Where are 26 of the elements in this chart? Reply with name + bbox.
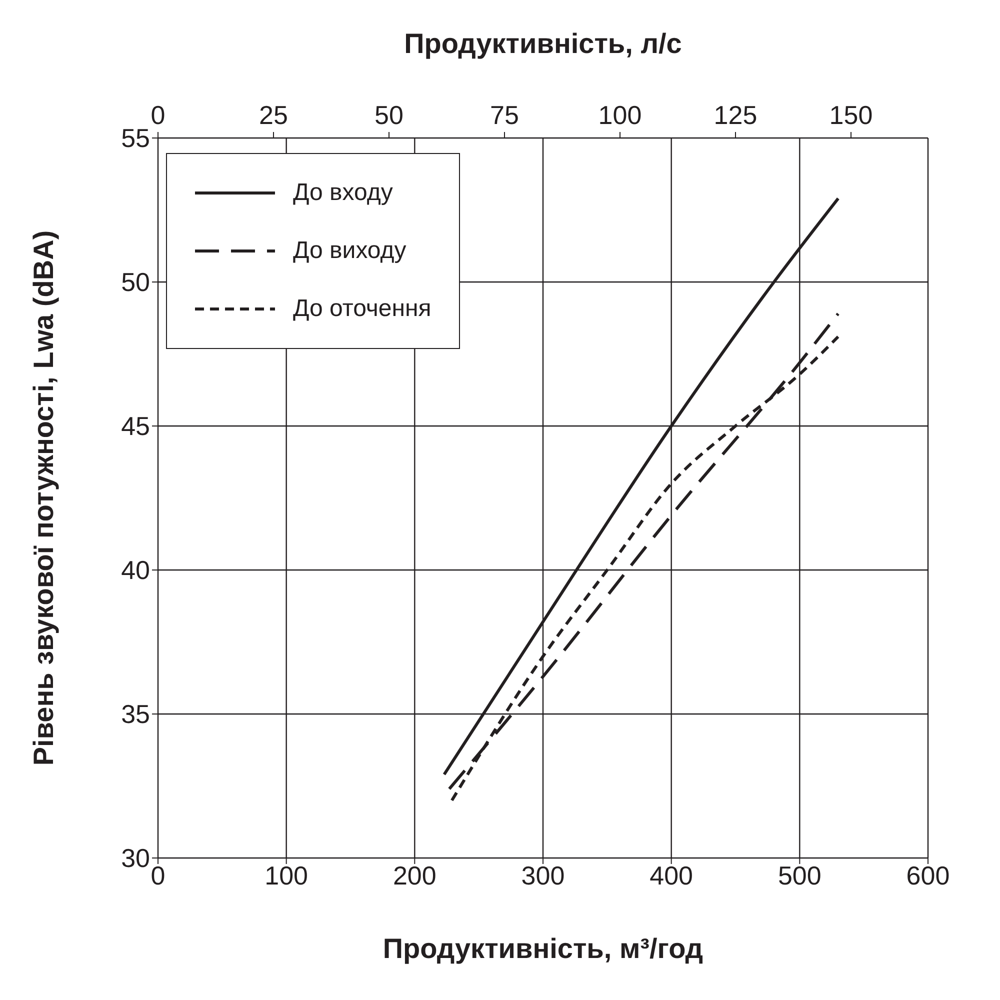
- x-tick-label: 0: [150, 860, 166, 890]
- x2-tick-label: 75: [490, 100, 519, 130]
- x-tick-label: 600: [906, 860, 950, 890]
- legend-label: До входу: [293, 179, 393, 207]
- x2-tick-label: 25: [259, 100, 288, 130]
- y-tick-label: 55: [121, 123, 150, 154]
- x-tick-label: 200: [392, 860, 436, 890]
- y-tick-label: 35: [121, 699, 150, 730]
- y-axis-title: Рівень звукової потужності, Lwa (dBA): [28, 230, 59, 766]
- y-tick-label: 40: [121, 555, 150, 586]
- x-tick-label: 100: [264, 860, 308, 890]
- x2-tick-label: 50: [374, 100, 404, 130]
- x2-tick-label: 100: [598, 100, 642, 130]
- y-tick-label: 45: [121, 411, 150, 442]
- x-axis-title: Продуктивність, м³/год: [382, 933, 704, 964]
- legend-label: До виходу: [293, 237, 406, 265]
- x2-tick-label: 150: [829, 100, 873, 130]
- x2-tick-label: 0: [150, 100, 166, 130]
- y-tick-label: 30: [121, 843, 150, 874]
- legend-label: До оточення: [293, 295, 432, 323]
- x2-axis-title: Продуктивність, л/с: [404, 28, 682, 59]
- x-tick-label: 500: [778, 860, 822, 890]
- y-tick-label: 50: [121, 267, 150, 298]
- x-tick-label: 400: [650, 860, 694, 890]
- x2-tick-label: 125: [714, 100, 758, 130]
- x-tick-label: 300: [521, 860, 565, 890]
